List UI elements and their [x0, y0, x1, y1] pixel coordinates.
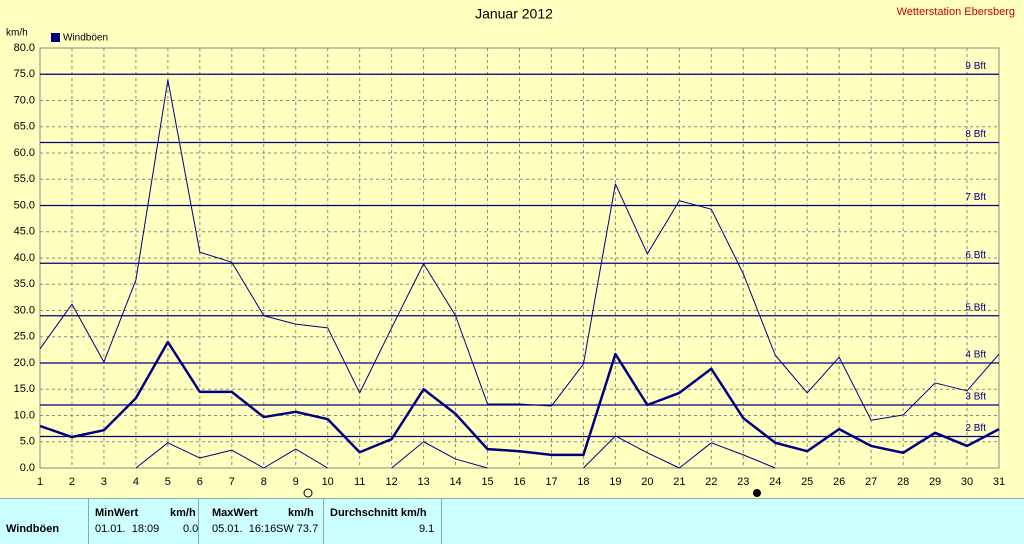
y-tick-label: 10.0 [14, 409, 35, 421]
cell: SW 73.7 [276, 523, 319, 535]
data-table: MinWert km/h MaxWert km/h Durchschnitt k… [0, 498, 1024, 544]
x-tick-label: 3 [101, 476, 107, 488]
moon-icon [753, 489, 761, 497]
cell: 05.01. 16:16 [212, 523, 277, 535]
row-label: Windböen [6, 523, 60, 535]
beaufort-label: 9 Bft [965, 61, 986, 72]
x-tick-label: 19 [609, 476, 621, 488]
y-tick-label: 30.0 [14, 304, 35, 316]
y-tick-label: 45.0 [14, 226, 35, 238]
beaufort-label: 6 Bft [965, 250, 986, 261]
plot-frame [39, 47, 1000, 469]
cell: 0.0 [183, 523, 199, 535]
chart-title: Januar 2012 [475, 6, 553, 22]
cell: 01.01. 18:09 [95, 523, 160, 535]
x-tick-label: 15 [481, 476, 493, 488]
x-tick-label: 12 [386, 476, 398, 488]
header: km/h [170, 507, 196, 519]
y-tick-label: 25.0 [14, 331, 35, 343]
x-tick-label: 21 [673, 476, 685, 488]
beaufort-label: 8 Bft [965, 129, 986, 140]
station-name: Wetterstation Ebersberg [897, 6, 1015, 18]
x-tick-label: 7 [229, 476, 235, 488]
x-tick-label: 4 [133, 476, 139, 488]
legend-label: Windböen [63, 33, 108, 44]
x-tick-label: 25 [801, 476, 813, 488]
separator [88, 499, 89, 544]
y-tick-label: 5.0 [20, 436, 35, 448]
x-tick-label: 28 [897, 476, 909, 488]
separator [198, 499, 199, 544]
series-line [135, 435, 776, 469]
y-tick-label: 80.0 [14, 42, 35, 54]
header: km/h [288, 507, 314, 519]
y-tick-label: 35.0 [14, 278, 35, 290]
y-axis-label: km/h [6, 28, 28, 39]
series-line [39, 340, 1000, 457]
x-tick-label: 2 [69, 476, 75, 488]
y-tick-label: 20.0 [14, 357, 35, 369]
x-tick-label: 8 [261, 476, 267, 488]
y-tick-label: 50.0 [14, 199, 35, 211]
series-line [39, 79, 1000, 421]
beaufort-label: 5 Bft [965, 302, 986, 313]
x-tick-label: 1 [37, 476, 43, 488]
x-tick-label: 26 [833, 476, 845, 488]
x-tick-label: 29 [929, 476, 941, 488]
y-tick-label: 15.0 [14, 383, 35, 395]
x-tick-label: 17 [545, 476, 557, 488]
cell: 9.1 [419, 523, 435, 535]
x-tick-label: 22 [705, 476, 717, 488]
beaufort-label: 7 Bft [965, 192, 986, 203]
x-tick-label: 5 [165, 476, 171, 488]
x-tick-label: 10 [322, 476, 334, 488]
x-tick-label: 20 [641, 476, 653, 488]
separator [441, 499, 442, 544]
y-tick-label: 60.0 [14, 147, 35, 159]
x-tick-label: 27 [865, 476, 877, 488]
legend-swatch [51, 33, 60, 42]
beaufort-label: 2 Bft [965, 423, 986, 434]
moon-icon [303, 488, 313, 498]
y-tick-label: 75.0 [14, 68, 35, 80]
x-tick-label: 23 [737, 476, 749, 488]
x-tick-label: 24 [769, 476, 781, 488]
y-tick-label: 70.0 [14, 94, 35, 106]
y-tick-label: 55.0 [14, 173, 35, 185]
background [0, 0, 1024, 498]
x-tick-label: 6 [197, 476, 203, 488]
beaufort-label: 3 Bft [965, 392, 986, 403]
y-tick-label: 40.0 [14, 252, 35, 264]
beaufort-label: 4 Bft [965, 350, 986, 361]
x-tick-label: 30 [961, 476, 973, 488]
y-tick-label: 65.0 [14, 121, 35, 133]
y-tick-label: 0.0 [20, 462, 35, 474]
x-tick-label: 13 [417, 476, 429, 488]
x-tick-label: 9 [293, 476, 299, 488]
x-tick-label: 11 [354, 476, 365, 488]
x-tick-label: 16 [513, 476, 525, 488]
x-tick-label: 18 [577, 476, 589, 488]
separator [323, 499, 324, 544]
header: Durchschnitt km/h [330, 507, 427, 519]
chart: Januar 2012 Wetterstation Ebersberg km/h… [0, 0, 1024, 498]
header: MaxWert [212, 507, 258, 519]
x-tick-label: 31 [993, 476, 1005, 488]
x-tick-label: 14 [449, 476, 461, 488]
header: MinWert [95, 507, 139, 519]
